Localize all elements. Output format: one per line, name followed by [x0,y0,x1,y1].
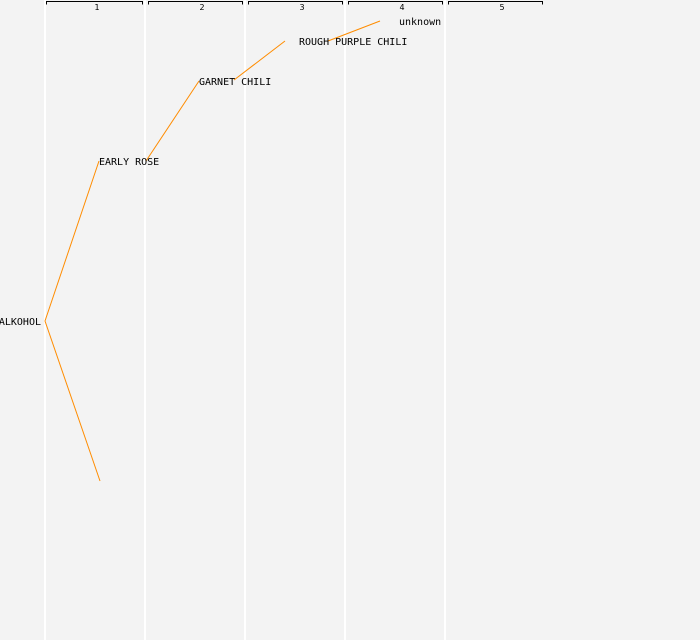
column-bracket [248,1,343,5]
node-root[interactable]: ALKOHOL [0,317,41,328]
edge [233,40,286,81]
edge [44,160,101,482]
edge [145,80,200,162]
column-label: 3 [299,3,304,12]
column-bracket [348,1,443,5]
column-bracket [448,1,543,5]
edge [327,20,381,42]
node-unknown[interactable]: unknown [399,17,441,28]
column-bracket [46,1,143,5]
column-gridlines [44,0,446,640]
node-garnet-chili[interactable]: GARNET CHILI [199,77,271,88]
edges [44,20,381,482]
column-label: 2 [199,3,204,12]
column-bracket [148,1,243,5]
column-label: 1 [94,3,99,12]
column-headers: 1 2 3 4 5 [46,1,543,12]
column-label: 4 [399,3,404,12]
node-early-rose[interactable]: EARLY ROSE [99,157,159,168]
node-rough-purple-chili[interactable]: ROUGH PURPLE CHILI [299,37,407,48]
column-label: 5 [499,3,504,12]
nodes: ALKOHOL EARLY ROSE GARNET CHILI ROUGH PU… [0,17,441,328]
